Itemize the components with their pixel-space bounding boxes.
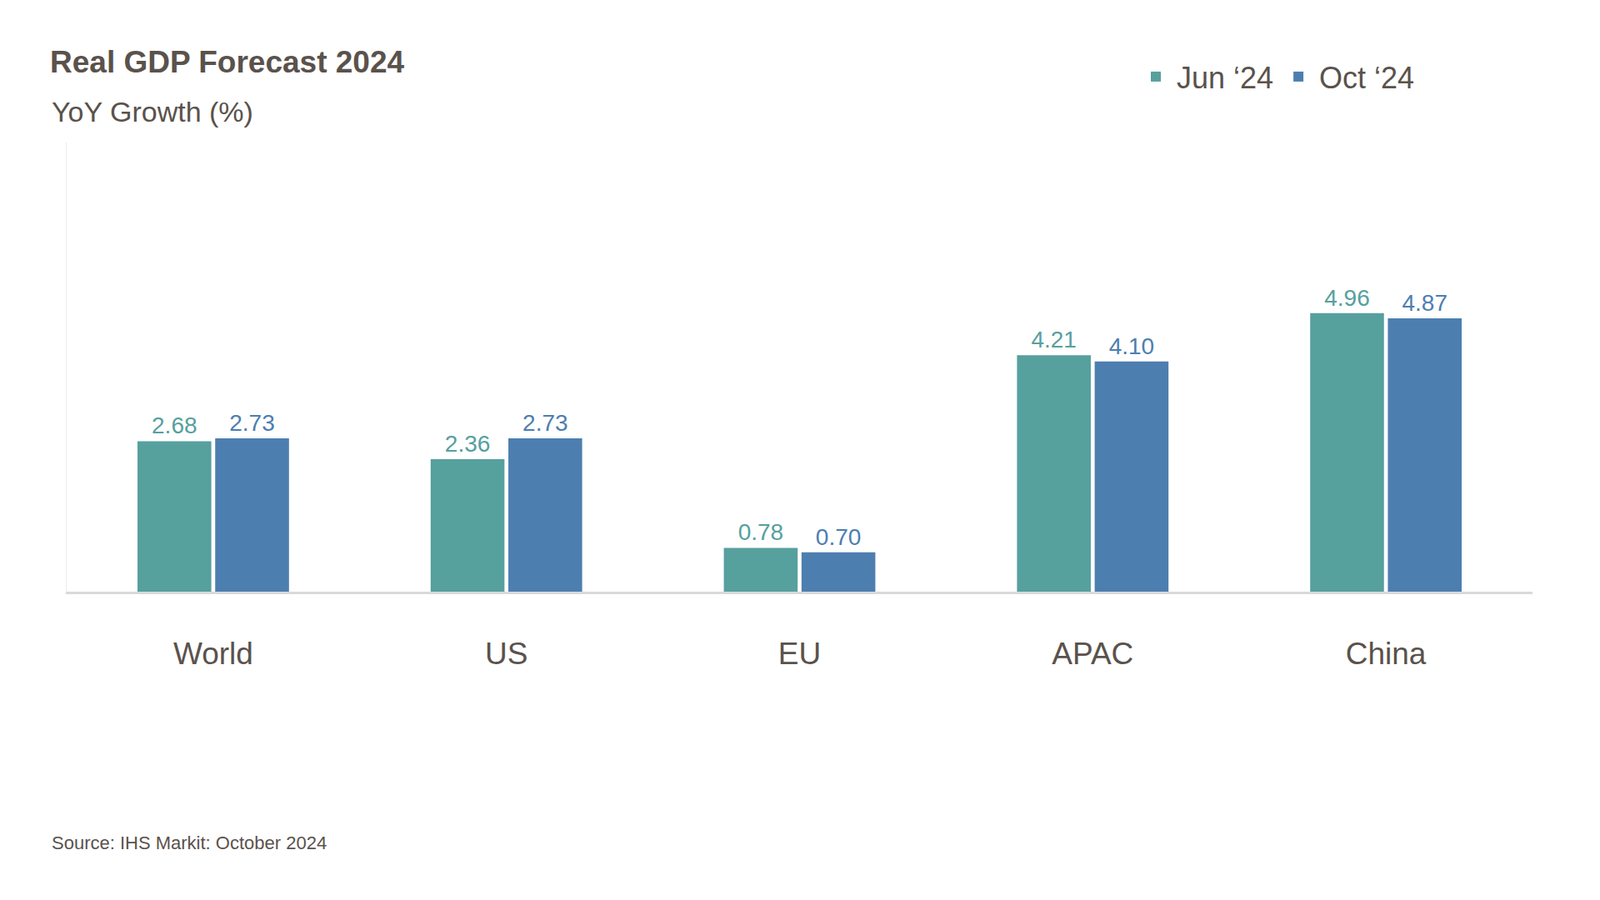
svg-text:4.10: 4.10 — [1109, 333, 1155, 360]
svg-text:2.73: 2.73 — [522, 410, 569, 436]
svg-text:EU: EU — [778, 636, 821, 671]
svg-text:Oct ‘24: Oct ‘24 — [1319, 60, 1415, 95]
svg-text:YoY Growth (%): YoY Growth (%) — [51, 95, 254, 128]
svg-text:Source: IHS Markit: October 20: Source: IHS Markit: October 2024 — [51, 832, 327, 854]
svg-text:APAC: APAC — [1051, 636, 1134, 671]
svg-text:2.68: 2.68 — [151, 412, 198, 439]
svg-text:US: US — [485, 636, 528, 671]
svg-text:0.78: 0.78 — [738, 519, 785, 545]
svg-text:China: China — [1345, 636, 1427, 671]
svg-text:Jun ‘24: Jun ‘24 — [1176, 60, 1274, 95]
svg-text:World: World — [173, 636, 254, 671]
svg-text:2.73: 2.73 — [229, 410, 275, 436]
svg-text:2.36: 2.36 — [445, 430, 491, 457]
svg-text:4.87: 4.87 — [1401, 290, 1448, 316]
svg-text:Real GDP Forecast 2024: Real GDP Forecast 2024 — [50, 45, 405, 80]
svg-text:4.21: 4.21 — [1030, 326, 1077, 353]
svg-text:0.70: 0.70 — [815, 524, 862, 550]
svg-text:4.96: 4.96 — [1324, 285, 1370, 311]
